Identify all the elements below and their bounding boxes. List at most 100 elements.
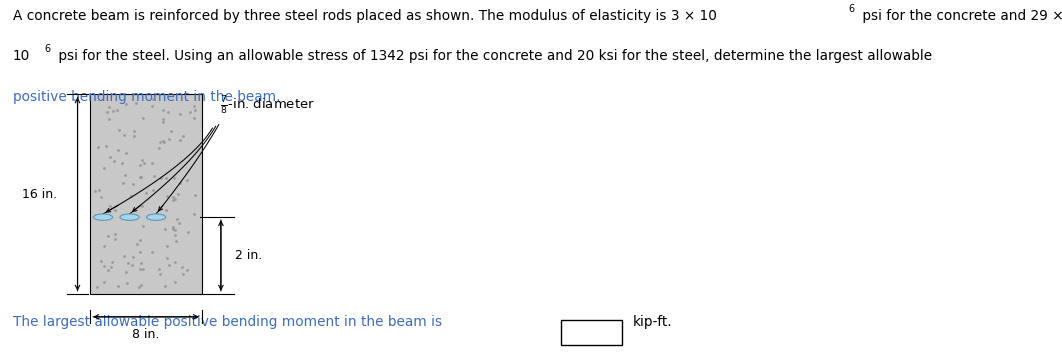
Point [109,283,126,289]
Point [187,192,204,198]
Point [167,279,184,284]
Point [186,107,203,113]
Point [179,267,196,273]
Point [88,284,105,290]
Point [172,111,189,117]
Point [170,191,187,197]
Point [143,215,160,221]
Point [156,226,173,232]
Point [158,256,175,261]
Point [167,260,184,265]
Point [132,249,149,255]
Point [158,243,175,249]
Point [155,140,172,145]
Point [178,177,195,183]
Point [182,109,199,115]
Point [106,231,123,237]
Point [96,279,113,285]
Point [114,160,131,166]
Point [98,109,115,115]
Point [102,203,119,209]
Point [152,176,169,181]
Point [124,181,141,187]
Circle shape [147,214,166,220]
Point [105,158,122,164]
Text: positive bending moment in the beam.: positive bending moment in the beam. [13,90,280,104]
Point [154,138,171,143]
Point [108,107,125,113]
Point [106,236,123,242]
Point [96,166,113,171]
Text: kip-ft.: kip-ft. [633,315,672,329]
Point [186,104,203,109]
Point [165,226,182,232]
Point [134,157,151,163]
Point [89,144,106,150]
Point [120,260,137,266]
Point [101,116,118,121]
Point [101,104,118,110]
Point [133,260,150,266]
Point [134,224,151,229]
Text: $\frac{7}{8}$-in. diameter: $\frac{7}{8}$-in. diameter [220,95,314,117]
Point [116,132,133,138]
Point [107,207,124,213]
Point [114,180,131,186]
Point [102,154,119,159]
Point [87,188,104,194]
Point [171,221,188,226]
Point [98,143,115,149]
Point [167,238,184,244]
Point [143,160,160,166]
Point [165,194,182,199]
Point [143,103,160,109]
Text: A concrete beam is reinforced by three steel rods placed as shown. The modulus o: A concrete beam is reinforced by three s… [13,9,717,23]
Point [135,266,152,272]
Point [162,129,179,134]
Point [115,253,132,258]
Point [151,145,168,151]
Point [185,211,202,216]
Point [110,127,127,133]
Point [123,262,140,268]
Point [134,204,151,209]
Text: 8 in.: 8 in. [133,328,159,341]
Point [158,207,175,213]
Point [116,172,133,178]
Point [160,262,177,268]
Point [129,241,145,247]
Point [125,133,142,138]
Point [167,227,184,233]
Text: The largest allowable positive bending moment in the beam is: The largest allowable positive bending m… [13,315,442,329]
Point [160,110,177,115]
Point [151,266,168,272]
Point [152,139,169,145]
Point [96,243,113,249]
Point [126,128,143,134]
Point [144,96,161,102]
Point [155,116,172,122]
Point [133,174,150,180]
Point [90,187,107,193]
Point [109,147,126,153]
Point [133,283,150,288]
Point [117,150,134,156]
Point [167,196,184,202]
Point [145,173,162,178]
Point [186,115,203,121]
Text: 16 in.: 16 in. [21,188,57,200]
Point [117,269,134,275]
Point [131,237,148,242]
Point [135,116,152,121]
Bar [561,320,622,345]
Point [160,136,177,142]
Point [118,280,135,286]
Point [154,108,171,113]
Point [103,264,120,269]
Point [165,224,182,230]
Text: 6: 6 [45,44,51,54]
Point [167,232,184,238]
Text: psi for the concrete and 29 ×: psi for the concrete and 29 × [858,9,1062,23]
Point [154,119,171,125]
Circle shape [120,214,139,220]
